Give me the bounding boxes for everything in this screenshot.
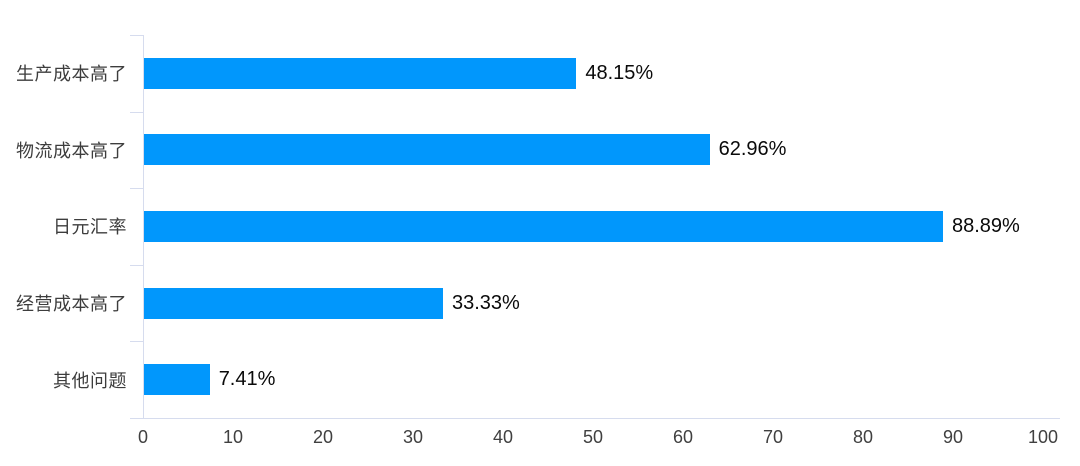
bar-row: 日元汇率 88.89% [0, 188, 1080, 265]
value-label: 7.41% [218, 368, 276, 391]
x-axis-tick-labels: 0 10 20 30 40 50 60 70 80 90 100 [138, 427, 1058, 453]
value-label: 33.33% [451, 291, 520, 314]
x-tick-label: 60 [672, 427, 694, 447]
bar-row: 物流成本高了 62.96% [0, 112, 1080, 189]
y-axis-tick [130, 188, 143, 189]
bar-rows: 生产成本高了 48.15% 物流成本高了 62.96% 日元汇率 88.89% … [0, 35, 1080, 418]
bar [143, 287, 443, 319]
category-label: 生产成本高了 [16, 64, 127, 85]
bar-row: 生产成本高了 48.15% [0, 35, 1080, 112]
bar-track: 62.96% [143, 134, 1043, 166]
x-tick-label: 30 [402, 427, 424, 447]
category-label: 其他问题 [53, 370, 127, 391]
category-label: 日元汇率 [53, 217, 127, 238]
x-tick-label: 50 [582, 427, 604, 447]
value-label: 48.15% [585, 61, 654, 84]
y-axis-tick [130, 112, 143, 113]
x-tick-label: 100 [1027, 427, 1059, 447]
x-tick-label: 70 [762, 427, 784, 447]
bar [143, 57, 577, 89]
bar-row: 经营成本高了 33.33% [0, 265, 1080, 342]
x-tick-label: 0 [137, 427, 149, 447]
category-label: 物流成本高了 [16, 140, 127, 161]
value-label: 62.96% [718, 138, 787, 161]
bar-track: 48.15% [143, 57, 1043, 89]
x-tick-label: 10 [222, 427, 244, 447]
x-tick-label: 90 [942, 427, 964, 447]
y-axis-line [143, 35, 144, 418]
bar-track: 7.41% [143, 364, 1043, 396]
x-tick-label: 40 [492, 427, 514, 447]
category-label: 经营成本高了 [16, 294, 127, 315]
bar-track: 33.33% [143, 287, 1043, 319]
bar [143, 364, 210, 396]
bar-track: 88.89% [143, 210, 1043, 242]
bar-row: 其他问题 7.41% [0, 341, 1080, 418]
y-axis-tick [130, 341, 143, 342]
x-tick-label: 80 [852, 427, 874, 447]
y-axis-tick [130, 35, 143, 36]
bar [143, 210, 943, 242]
y-axis-tick [130, 265, 143, 266]
bar [143, 134, 710, 166]
x-tick-label: 20 [312, 427, 334, 447]
value-label: 88.89% [952, 214, 1020, 237]
x-axis-line [130, 418, 1060, 419]
